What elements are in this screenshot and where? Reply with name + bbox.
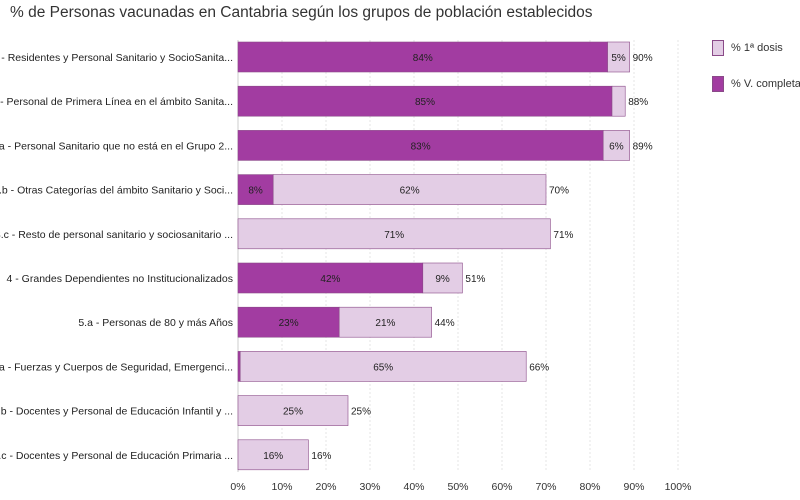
legend-swatch-complete <box>712 76 724 92</box>
x-tick-label: 70% <box>535 481 556 493</box>
x-tick-label: 60% <box>491 481 512 493</box>
bar-value-label: 25% <box>283 407 303 418</box>
bar-value-label: 23% <box>279 318 299 329</box>
x-tick-label: 10% <box>271 481 292 493</box>
bar-first-dose <box>237 439 309 471</box>
bar-total-label: 16% <box>311 451 331 462</box>
bar-first-dose <box>611 85 626 117</box>
category-label: 3.c - Resto de personal sanitario y soci… <box>0 229 233 241</box>
bar-first-dose <box>237 218 551 250</box>
bar-value-label: 21% <box>375 318 395 329</box>
bar-value-label: 8% <box>248 186 263 197</box>
x-tick-label: 80% <box>579 481 600 493</box>
legend-label-first-dose: % 1ª dosis <box>731 42 783 54</box>
bar-first-dose <box>272 174 547 205</box>
bar-complete <box>237 351 241 382</box>
bar-total-label: 71% <box>553 230 573 241</box>
x-tick-label: 90% <box>623 481 644 493</box>
legend-label-complete: % V. completa <box>731 78 800 90</box>
category-label: 2 - Personal de Primera Línea en el ámbi… <box>0 96 233 108</box>
legend-item-complete[interactable]: % V. completa <box>712 76 800 92</box>
category-label: 3.a - Personal Sanitario que no está en … <box>0 140 233 152</box>
x-tick-label: 50% <box>447 481 468 493</box>
bar-first-dose <box>607 41 630 73</box>
bar-total-label: 44% <box>435 318 455 329</box>
bar-total-label: 90% <box>633 53 653 64</box>
category-label: 4 - Grandes Dependientes no Instituciona… <box>7 273 233 285</box>
bar-total-label: 25% <box>351 407 371 418</box>
x-tick-label: 0% <box>230 481 245 493</box>
legend: % 1ª dosis % V. completa <box>712 40 800 112</box>
bar-value-label: 16% <box>263 451 283 462</box>
x-tick-label: 20% <box>315 481 336 493</box>
bar-complete <box>237 130 604 161</box>
category-label: 6.b - Docentes y Personal de Educación I… <box>0 406 233 418</box>
category-label: 6.a - Fuerzas y Cuerpos de Seguridad, Em… <box>0 361 233 373</box>
bar-value-label: 84% <box>413 53 433 64</box>
bar-complete <box>237 41 608 73</box>
bar-value-label: 83% <box>411 141 431 152</box>
x-tick-label: 40% <box>403 481 424 493</box>
category-label: 1 - Residentes y Personal Sanitario y So… <box>0 52 233 64</box>
bar-value-label: 65% <box>373 362 393 373</box>
x-tick-label: 30% <box>359 481 380 493</box>
category-label: 6.c - Docentes y Personal de Educación P… <box>0 450 233 462</box>
chart-title: % de Personas vacunadas en Cantabria seg… <box>10 4 593 21</box>
bar-first-dose <box>237 395 349 426</box>
bar-total-label: 70% <box>549 186 569 197</box>
bar-complete <box>237 306 340 338</box>
bar-first-dose <box>422 262 463 294</box>
bar-complete <box>237 85 613 117</box>
bar-total-label: 88% <box>628 97 648 108</box>
bar-total-label: 66% <box>529 362 549 373</box>
bar-value-label: 62% <box>400 186 420 197</box>
bar-value-label: 9% <box>435 274 450 285</box>
category-label: 3.b - Otras Categorías del ámbito Sanita… <box>0 185 233 197</box>
bar-total-label: 89% <box>633 141 653 152</box>
bar-value-label: 6% <box>609 141 624 152</box>
legend-swatch-first-dose <box>712 40 724 56</box>
legend-item-first-dose[interactable]: % 1ª dosis <box>712 40 800 56</box>
x-tick-label: 100% <box>665 481 692 493</box>
bar-value-label: 71% <box>384 230 404 241</box>
bar-total-label: 51% <box>465 274 485 285</box>
bar-first-dose <box>239 351 527 382</box>
bar-value-label: 42% <box>320 274 340 285</box>
bar-first-dose <box>602 130 630 161</box>
bar-first-dose <box>338 306 432 338</box>
bar-value-label: 5% <box>611 53 626 64</box>
bar-value-label: 85% <box>415 97 435 108</box>
category-label: 5.a - Personas de 80 y más Años <box>78 317 233 329</box>
